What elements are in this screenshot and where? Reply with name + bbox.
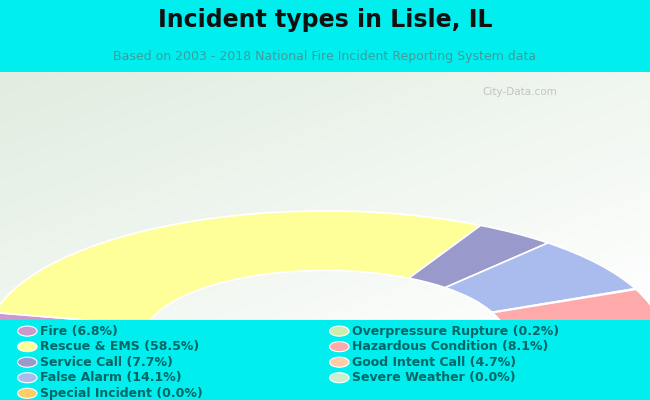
Text: Severe Weather (0.0%): Severe Weather (0.0%)	[352, 371, 516, 384]
Ellipse shape	[18, 326, 37, 336]
Ellipse shape	[330, 326, 349, 336]
Ellipse shape	[18, 388, 37, 398]
Text: City-Data.com: City-Data.com	[482, 87, 558, 97]
Ellipse shape	[330, 373, 349, 383]
Wedge shape	[0, 211, 480, 325]
Wedge shape	[492, 289, 636, 313]
Text: Good Intent Call (4.7%): Good Intent Call (4.7%)	[352, 356, 516, 369]
Text: Hazardous Condition (8.1%): Hazardous Condition (8.1%)	[352, 340, 549, 353]
Text: Service Call (7.7%): Service Call (7.7%)	[40, 356, 173, 369]
Text: Incident types in Lisle, IL: Incident types in Lisle, IL	[158, 8, 492, 32]
Wedge shape	[493, 290, 650, 330]
Wedge shape	[505, 321, 650, 340]
Text: Fire (6.8%): Fire (6.8%)	[40, 325, 118, 338]
Wedge shape	[0, 312, 147, 340]
Ellipse shape	[330, 342, 349, 352]
Ellipse shape	[18, 357, 37, 367]
Text: Based on 2003 - 2018 National Fire Incident Reporting System data: Based on 2003 - 2018 National Fire Incid…	[114, 50, 536, 63]
Text: Special Incident (0.0%): Special Incident (0.0%)	[40, 387, 203, 400]
Text: False Alarm (14.1%): False Alarm (14.1%)	[40, 371, 182, 384]
Wedge shape	[445, 243, 635, 312]
Wedge shape	[409, 225, 548, 288]
Ellipse shape	[18, 373, 37, 383]
Text: Overpressure Rupture (0.2%): Overpressure Rupture (0.2%)	[352, 325, 560, 338]
Ellipse shape	[330, 357, 349, 367]
Ellipse shape	[18, 342, 37, 352]
Text: Rescue & EMS (58.5%): Rescue & EMS (58.5%)	[40, 340, 200, 353]
